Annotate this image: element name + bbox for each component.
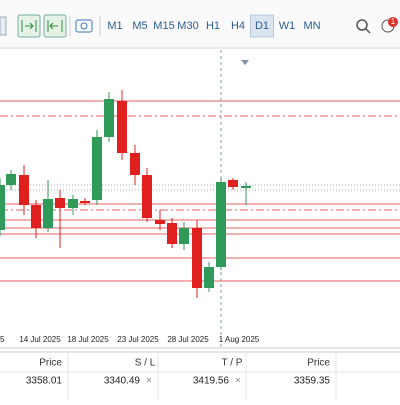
timeframe-button[interactable]: H1 [206,20,220,32]
candle-body [31,205,41,228]
toolbar [0,0,400,48]
timeframe-button[interactable]: M5 [132,20,147,32]
candle-body [216,182,226,267]
active-timeframe-bg [250,14,274,38]
table-cell: 3419.56 [193,376,230,387]
badge [388,17,398,27]
candle-body [92,137,102,200]
timeframe-button[interactable]: H4 [231,20,245,32]
candle-body [179,228,189,244]
candle-body [192,228,202,288]
candle-body [43,199,53,228]
candle-body [55,198,65,208]
timeframe-button[interactable]: D1 [255,20,269,32]
candle-body [204,267,214,288]
candle-body [68,199,78,208]
icon [21,20,37,32]
candle-body [228,180,238,187]
candle-body [6,174,16,185]
candle-body [19,175,29,205]
table-header: T / P [222,358,243,369]
date-label: 28 Jul 2025 [167,335,209,344]
trade-table [0,352,400,400]
candle-body [130,153,140,175]
icon [365,28,371,34]
remove-button[interactable]: × [235,376,241,387]
screenshot-button[interactable] [75,19,93,33]
table-cell: 3340.49 [104,376,141,387]
date-label: 18 Jul 2025 [67,335,109,344]
candle-body [104,99,114,137]
candles [0,90,251,298]
icon [47,20,63,32]
chart [0,50,400,348]
timeframe-button[interactable]: M30 [177,20,198,32]
date-label: 25 [0,335,5,344]
candle-body [155,220,165,224]
candle-body [167,223,177,244]
table-cell: 3359.35 [294,376,331,387]
shift-marker [241,60,249,65]
badge-count: 1 [391,17,396,26]
table-header: Price [39,358,62,369]
table-header: S / L [135,358,156,369]
timeframe-button[interactable]: W1 [279,20,296,32]
timeframe-button[interactable]: M15 [153,20,174,32]
remove-button[interactable]: × [146,376,152,387]
timeframe-button[interactable]: MN [303,20,320,32]
candle-body [241,186,251,188]
table-cell: 3358.01 [26,376,63,387]
candle-body [117,101,127,153]
date-label: 23 Jul 2025 [117,335,159,344]
table-header: Price [307,358,330,369]
date-label: 14 Jul 2025 [19,335,61,344]
candle-body [0,185,5,230]
timeframe-button[interactable]: M1 [107,20,122,32]
search-button[interactable] [356,19,368,31]
candle-body [142,175,152,218]
candle-body [80,201,90,203]
tool-button[interactable] [0,16,7,36]
date-label: 1 Aug 2025 [219,335,260,344]
icon [80,22,88,30]
